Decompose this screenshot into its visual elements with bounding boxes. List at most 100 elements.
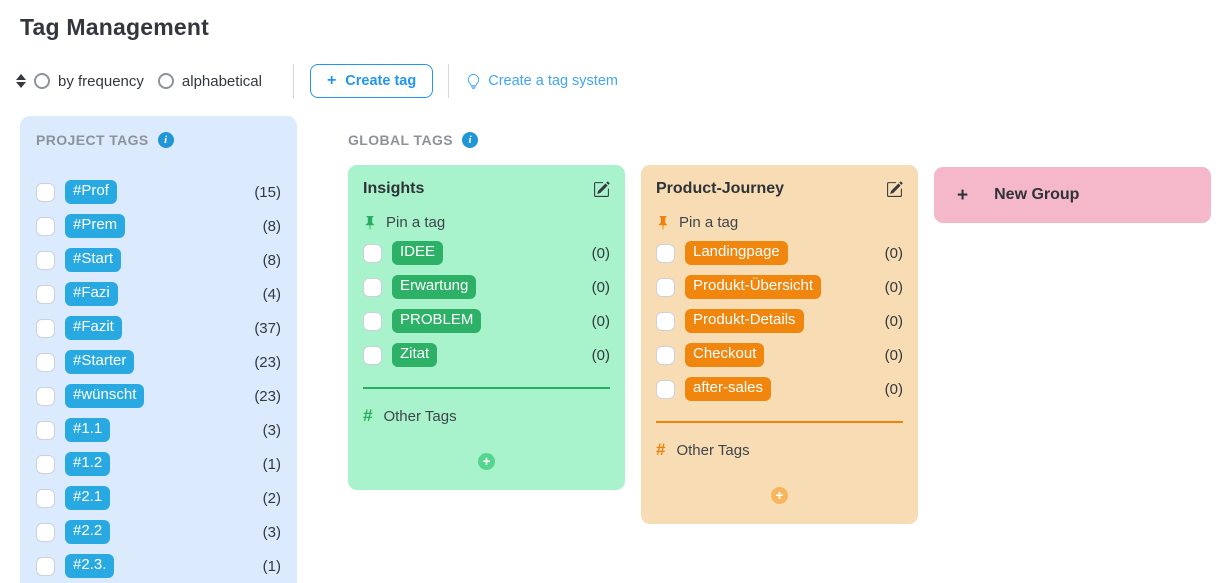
tag-pill[interactable]: #Prem [65,213,126,239]
tag-checkbox[interactable] [36,182,55,202]
tag-checkbox[interactable] [36,216,55,236]
tag-pill[interactable]: #2.2 [65,519,111,545]
card-divider [363,387,610,389]
group-tag-row[interactable]: IDEE (0) [363,236,610,270]
tag-checkbox[interactable] [656,379,675,399]
tag-pill[interactable]: #wünscht [65,383,145,409]
tag-checkbox[interactable] [36,386,55,406]
tag-checkbox[interactable] [36,454,55,474]
global-tags-header: GLOBAL TAGS i [348,132,1211,148]
tag-pill[interactable]: Zitat [392,342,438,368]
tag-count: (15) [254,183,281,201]
edit-icon[interactable] [886,181,903,198]
tag-checkbox[interactable] [36,352,55,372]
project-tag-row[interactable]: #1.2 (1) [36,447,281,481]
tag-checkbox[interactable] [656,277,675,297]
create-tag-button[interactable]: + Create tag [309,64,434,98]
project-tags-header: PROJECT TAGS i [36,132,281,148]
sort-arrows-icon[interactable] [16,74,26,88]
tag-checkbox[interactable] [36,488,55,508]
tag-checkbox[interactable] [656,345,675,365]
info-icon[interactable]: i [157,132,174,148]
pin-icon [363,215,377,230]
tag-pill[interactable]: #Starter [65,349,135,375]
tag-checkbox[interactable] [363,277,382,297]
tag-group-card-insights: Insights Pin a tag IDE [348,165,625,490]
radio-circle[interactable] [34,73,50,89]
project-tag-row[interactable]: #2.1 (2) [36,481,281,515]
tag-checkbox[interactable] [656,243,675,263]
project-tag-row[interactable]: #1.1 (3) [36,413,281,447]
group-tag-row[interactable]: Erwartung (0) [363,270,610,304]
tag-pill[interactable]: #Fazi [65,281,118,307]
group-tag-row[interactable]: Zitat (0) [363,338,610,372]
tag-checkbox[interactable] [36,284,55,304]
tag-pill[interactable]: #Prof [65,179,117,205]
radio-circle[interactable] [157,73,174,89]
radio-by-frequency[interactable]: by frequency [34,73,144,90]
tag-count: (0) [591,278,610,296]
tag-checkbox[interactable] [36,556,55,576]
project-tag-row[interactable]: #2.2 (3) [36,515,281,549]
tag-pill[interactable]: #1.2 [65,451,111,477]
group-tag-row[interactable]: Checkout (0) [656,338,903,372]
create-tag-system-link[interactable]: Create a tag system [466,73,618,89]
group-tag-row[interactable]: Landingpage (0) [656,236,903,270]
tag-count: (1) [262,455,281,473]
tag-checkbox[interactable] [36,250,55,270]
project-tag-row[interactable]: #Prof (15) [36,175,281,209]
tag-count: (3) [262,523,281,541]
tag-pill[interactable]: #Start [65,247,122,273]
tag-pill[interactable]: Produkt-Übersicht [685,274,822,300]
tag-pill[interactable]: Produkt-Details [685,308,804,334]
tag-checkbox[interactable] [363,243,382,263]
tag-checkbox[interactable] [656,311,675,331]
tag-pill[interactable]: #Fazit [65,315,122,341]
tag-checkbox[interactable] [36,522,55,542]
group-tag-row[interactable]: PROBLEM (0) [363,304,610,338]
create-tag-system-label: Create a tag system [488,73,618,89]
tag-count: (0) [591,244,610,262]
tag-count: (0) [884,380,903,398]
project-tag-row[interactable]: #Start (8) [36,243,281,277]
tag-checkbox[interactable] [363,345,382,365]
tag-pill[interactable]: PROBLEM [392,308,482,334]
other-tags-label: Other Tags [676,441,750,459]
tag-pill[interactable]: #2.1 [65,485,111,511]
pin-icon [656,215,670,230]
tag-pill[interactable]: #2.3. [65,553,115,579]
group-tag-row[interactable]: after-sales (0) [656,372,903,406]
group-tag-row[interactable]: Produkt-Übersicht (0) [656,270,903,304]
project-tag-row[interactable]: #Fazit (37) [36,311,281,345]
tag-pill[interactable]: Landingpage [685,240,788,266]
tag-count: (2) [262,489,281,507]
tag-count: (0) [884,346,903,364]
tag-pill[interactable]: after-sales [685,376,772,402]
tag-count: (3) [262,421,281,439]
project-tag-row[interactable]: #wünscht (23) [36,379,281,413]
tag-pill[interactable]: #1.1 [65,417,111,443]
project-tag-row[interactable]: #2.3. (1) [36,549,281,583]
project-tag-row[interactable]: #Prem (8) [36,209,281,243]
radio-alphabetical[interactable]: alphabetical [157,73,262,90]
toolbar-divider [292,64,294,98]
tag-pill[interactable]: Erwartung [392,274,477,300]
project-tag-row[interactable]: #Starter (23) [36,345,281,379]
add-tag-button[interactable]: + [771,487,788,504]
tag-pill[interactable]: Checkout [685,342,765,368]
project-tags-list: #Prof (15) #Prem (8) #Start (8) [36,175,281,583]
add-tag-button[interactable]: + [478,453,495,470]
tag-count: (0) [591,346,610,364]
lightbulb-icon [466,73,481,89]
pin-a-tag-row: Pin a tag [363,214,610,231]
project-tags-title: PROJECT TAGS [36,132,149,148]
new-group-button[interactable]: + New Group [934,167,1211,223]
project-tag-row[interactable]: #Fazi (4) [36,277,281,311]
info-icon[interactable]: i [462,132,478,148]
edit-icon[interactable] [593,181,610,198]
tag-pill[interactable]: IDEE [392,240,444,266]
tag-checkbox[interactable] [36,420,55,440]
group-tag-row[interactable]: Produkt-Details (0) [656,304,903,338]
tag-checkbox[interactable] [363,311,382,331]
tag-checkbox[interactable] [36,318,55,338]
